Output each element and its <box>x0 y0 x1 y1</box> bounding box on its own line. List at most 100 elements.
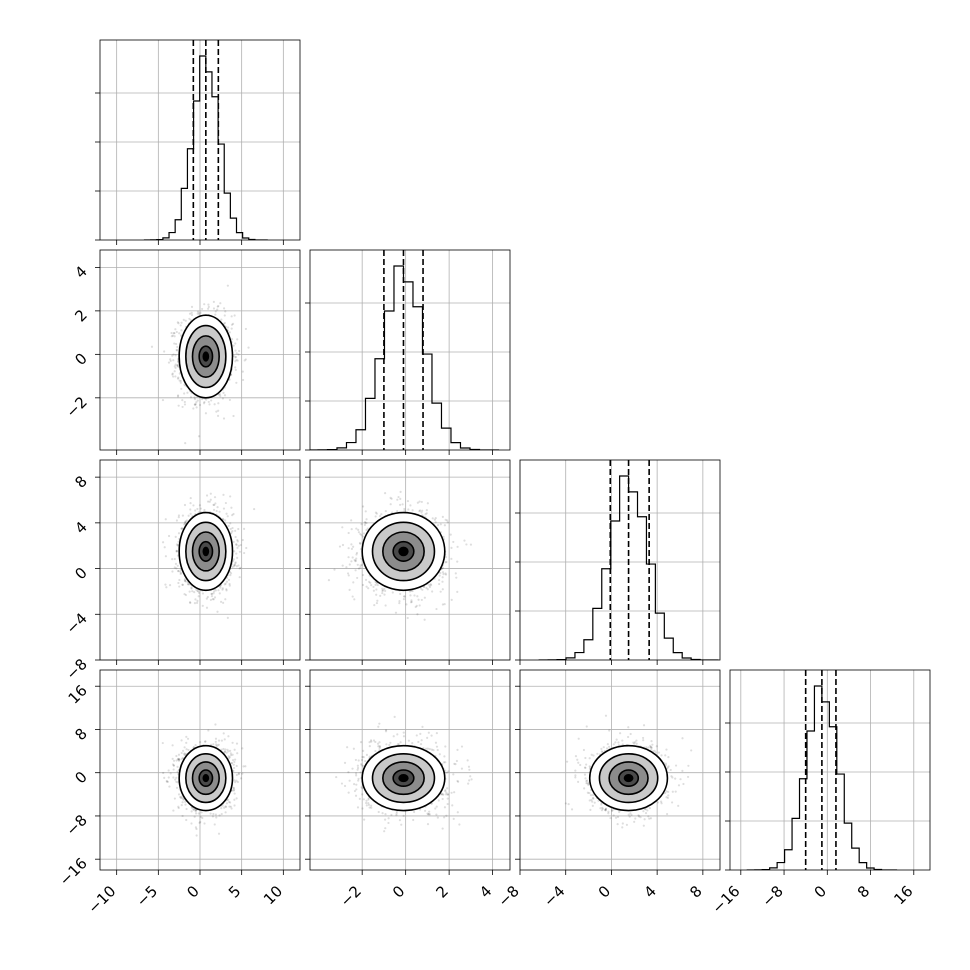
sample-point <box>239 543 242 547</box>
sample-point <box>184 442 187 445</box>
sample-point <box>194 403 197 406</box>
sample-point <box>454 572 457 575</box>
sample-point <box>172 353 175 356</box>
sample-point <box>196 399 199 402</box>
sample-point <box>178 379 181 382</box>
sample-point <box>230 531 233 534</box>
sample-point <box>177 516 180 519</box>
sample-point <box>209 598 213 602</box>
sample-point <box>341 543 345 547</box>
sample-point <box>438 574 441 577</box>
sample-point <box>434 521 437 524</box>
sample-point <box>350 528 353 531</box>
contour-line <box>371 521 436 582</box>
sample-point <box>421 588 424 591</box>
sample-point <box>174 562 178 565</box>
sample-point <box>368 580 371 583</box>
sample-point <box>212 300 215 303</box>
sample-point <box>236 546 239 549</box>
y-tick-label: 8 <box>71 472 90 491</box>
sample-point <box>364 521 367 525</box>
sample-point <box>197 435 201 438</box>
sample-point <box>230 323 234 326</box>
sample-point <box>183 578 187 581</box>
sample-point <box>175 330 178 334</box>
y-tick-label: 4 <box>71 262 90 281</box>
sample-point <box>402 598 406 601</box>
sample-point <box>433 518 436 521</box>
sample-point <box>384 604 387 607</box>
sample-point <box>193 815 196 818</box>
sample-point <box>217 402 220 405</box>
sample-point <box>197 591 201 594</box>
sample-point <box>429 584 433 587</box>
sample-point <box>165 586 168 589</box>
sample-point <box>375 512 378 515</box>
sample-point <box>205 398 208 401</box>
sample-point <box>188 317 191 320</box>
sample-point <box>238 576 241 579</box>
sample-point <box>398 600 401 603</box>
sample-point <box>221 397 225 400</box>
sample-point <box>359 542 362 545</box>
histogram-panel-2 <box>515 459 721 665</box>
sample-point <box>208 500 211 503</box>
sample-point <box>184 520 187 524</box>
sample-point <box>164 555 167 558</box>
sample-point <box>327 579 331 582</box>
sample-point <box>177 514 181 517</box>
sample-point <box>163 350 166 353</box>
sample-point <box>183 383 186 386</box>
sample-point <box>214 313 217 316</box>
sample-point <box>364 578 368 581</box>
sample-point <box>203 303 206 306</box>
sample-point <box>212 592 215 595</box>
sample-point <box>172 332 175 335</box>
sample-point <box>194 509 197 512</box>
sample-point <box>225 512 228 515</box>
sample-point <box>224 598 227 601</box>
sample-point <box>452 540 455 544</box>
sample-point <box>438 582 441 586</box>
sample-point <box>224 310 227 313</box>
sample-point <box>441 603 444 606</box>
sample-point <box>201 398 204 401</box>
sample-point <box>365 518 368 521</box>
sample-point <box>183 752 186 755</box>
sample-point <box>236 556 239 559</box>
sample-point <box>363 523 367 527</box>
sample-point <box>176 564 179 567</box>
sample-point <box>354 560 357 563</box>
sample-point <box>176 364 179 367</box>
sample-point <box>180 527 183 530</box>
sample-point <box>376 599 379 602</box>
sample-point <box>198 504 202 507</box>
sample-point <box>181 399 184 402</box>
sample-point <box>171 373 174 376</box>
sample-point <box>351 595 354 598</box>
sample-point <box>190 313 194 317</box>
sample-point <box>164 583 167 586</box>
sample-point <box>203 400 206 404</box>
contour-line <box>178 314 234 399</box>
sample-point <box>175 519 179 522</box>
sample-point <box>219 302 222 305</box>
sample-point <box>219 395 222 398</box>
histogram-panel-0 <box>95 39 301 245</box>
sample-point <box>197 595 200 598</box>
sample-point <box>375 588 378 591</box>
sample-point <box>179 334 183 337</box>
sample-point <box>414 605 417 609</box>
sample-point <box>206 307 210 310</box>
sample-point <box>347 556 350 559</box>
sample-point <box>179 381 182 384</box>
sample-point <box>212 590 216 593</box>
sample-point <box>362 532 366 535</box>
sample-point <box>212 307 216 310</box>
panel-frame <box>519 459 721 661</box>
sample-point <box>204 412 208 415</box>
sample-point <box>183 593 186 596</box>
sample-point <box>187 583 190 586</box>
sample-point <box>234 342 237 345</box>
sample-point <box>351 556 354 559</box>
